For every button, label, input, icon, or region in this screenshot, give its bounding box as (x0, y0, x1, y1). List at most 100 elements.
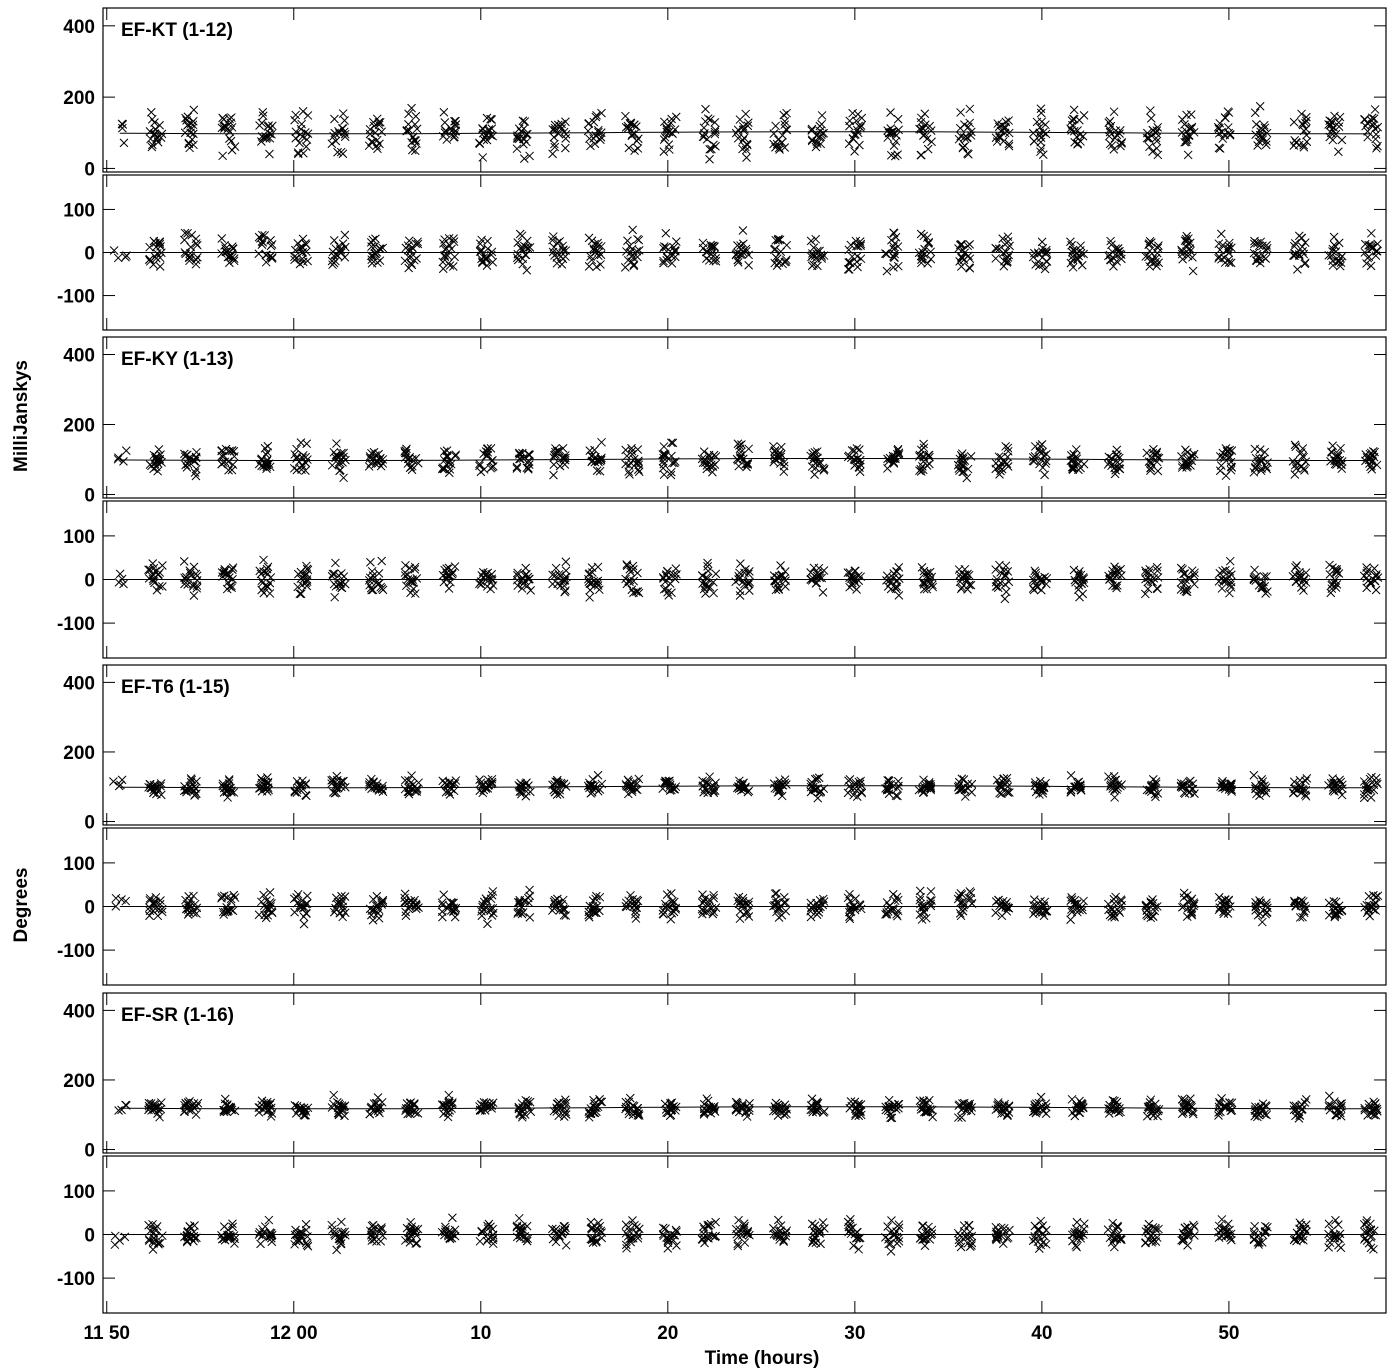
panel-2-amplitude-ytick-label: 200 (63, 416, 95, 437)
panel-2-phase-point (735, 591, 745, 600)
panel-2-phase-point (1180, 579, 1190, 588)
panel-4-amplitude-point (1076, 1098, 1086, 1108)
panel-4-amplitude-point (709, 1104, 719, 1114)
panel-3-amplitude-point (1110, 793, 1119, 802)
panel-1-phase-point (404, 252, 414, 262)
panel-3-amplitude-ytick-label: 200 (63, 743, 95, 764)
panel-3-phase-point (340, 892, 350, 901)
panel-4-amplitude-ytick-label: 0 (84, 1141, 95, 1162)
panel-1-amplitude-point (225, 134, 234, 144)
panel-4-amplitude-point (742, 1112, 752, 1121)
panel-3-phase-point (668, 906, 677, 915)
panel-1-amplitude-point (1036, 133, 1046, 143)
panel-2-amplitude-point (262, 462, 272, 472)
panel-2-phase-point (259, 555, 268, 565)
panel-1-amplitude-point (330, 114, 339, 124)
panel-4-phase-point (1030, 1232, 1040, 1241)
panel-4-amplitude-point (924, 1095, 934, 1105)
panel-2-phase-point (774, 585, 783, 594)
panel-1-amplitude-point (857, 113, 867, 123)
panel-3-phase-point (772, 907, 781, 917)
panel-4-phase-point (956, 1242, 966, 1252)
panel-2-phase-point (400, 571, 410, 580)
panel-1-phase-point (659, 242, 669, 251)
panel-2-amplitude-point (919, 439, 928, 449)
panel-2-phase-point (1001, 587, 1011, 597)
panel-2-amplitude-point (658, 463, 668, 473)
panel-1-amplitude-point (548, 125, 558, 134)
panel-2-amplitude-point (742, 462, 751, 472)
panel-4-phase-point (711, 1217, 720, 1227)
panel-4-phase-point (190, 1221, 199, 1230)
panel-4-phase-point (626, 1237, 636, 1247)
panel-2-amplitude-point (733, 439, 743, 449)
panel-3-phase-point (888, 889, 898, 899)
panel-4-amplitude-point (372, 1103, 381, 1112)
panel-1-amplitude-point (586, 141, 595, 151)
panel-3-amplitude-point (1362, 782, 1372, 792)
panel-4-amplitude-point (191, 1110, 201, 1119)
panel-4-amplitude-point (327, 1103, 337, 1112)
panel-2-amplitude-point (451, 450, 461, 460)
panel-2-phase-point (548, 579, 557, 589)
panel-3-amplitude-point (671, 782, 681, 792)
panel-4-amplitude-point (585, 1109, 594, 1119)
panel-1-amplitude-point (439, 107, 449, 117)
panel-3-amplitude-point (331, 782, 341, 792)
panel-1-amplitude-point (591, 131, 601, 141)
panel-3-amplitude-ytick-label: 0 (84, 813, 95, 834)
panel-4-amplitude-point (633, 1107, 643, 1116)
panel-1-phase-point (1291, 249, 1301, 259)
panel-2-amplitude-point (700, 455, 710, 464)
panel-2-amplitude-point (818, 463, 828, 473)
panel-1-phase-point (558, 241, 567, 251)
panel-2-phase-point (1140, 589, 1150, 599)
panel-1-amplitude-point (512, 144, 522, 154)
panel-2-phase-point (928, 582, 938, 592)
panel-1-phase-point (336, 248, 346, 258)
panel-2-amplitude-point (958, 467, 968, 477)
panel-1-phase-point (438, 257, 448, 267)
panel-4-phase-point (290, 1239, 299, 1249)
panel-4-amplitude-point (920, 1107, 929, 1117)
panel-1-phase-point (521, 250, 531, 260)
panel-2-phase-point (450, 562, 460, 571)
panel-1-phase-point (290, 252, 299, 262)
panel-3-phase-point (438, 900, 447, 910)
panel-2-amplitude-point (666, 438, 676, 448)
panel-3-amplitude-point (855, 779, 865, 789)
panel-3-phase-point (1364, 891, 1374, 901)
panel-1-phase-point (744, 260, 754, 270)
panel-1-phase-point (782, 240, 792, 250)
panel-3-amplitude-point (340, 782, 350, 792)
panel-3-phase-point (709, 890, 718, 900)
panel-1-amplitude-point (1115, 129, 1124, 139)
panel-2-phase-point (1108, 581, 1117, 590)
panel-1-phase-point (1328, 256, 1338, 266)
panel-4-amplitude-point (220, 1094, 230, 1104)
panel-3-amplitude-point (179, 786, 189, 796)
panel-1-amplitude-point (631, 122, 641, 131)
panel-1-phase-point (1002, 258, 1012, 267)
panel-1-amplitude-point (1223, 107, 1233, 116)
panel-4-phase-point (548, 1234, 558, 1244)
panel-4-phase-point (845, 1219, 855, 1228)
panel-1-phase-point (523, 243, 533, 253)
panel-4-amplitude-point (1106, 1104, 1116, 1114)
panel-3-phase-point (965, 887, 975, 896)
panel-1-amplitude-point (920, 109, 930, 119)
panel-1-phase-point (1151, 257, 1160, 267)
panel-3-phase-point (218, 907, 228, 917)
panel-2-phase-point (1105, 575, 1114, 584)
panel-1-phase-point (596, 250, 606, 260)
panel-1-amplitude-point (664, 145, 674, 154)
panel-1-phase-point (444, 240, 454, 250)
panel-1-phase-point (1103, 251, 1113, 261)
panel-4-amplitude-point (479, 1098, 489, 1107)
panel-4-phase-point (743, 1228, 753, 1237)
panel-2-phase-point (327, 571, 337, 581)
panel-3-phase-point (846, 903, 855, 912)
panel-1-phase-point (737, 249, 747, 259)
panel-4-phase-point (776, 1231, 785, 1241)
panel-2-phase-point (1153, 584, 1162, 594)
